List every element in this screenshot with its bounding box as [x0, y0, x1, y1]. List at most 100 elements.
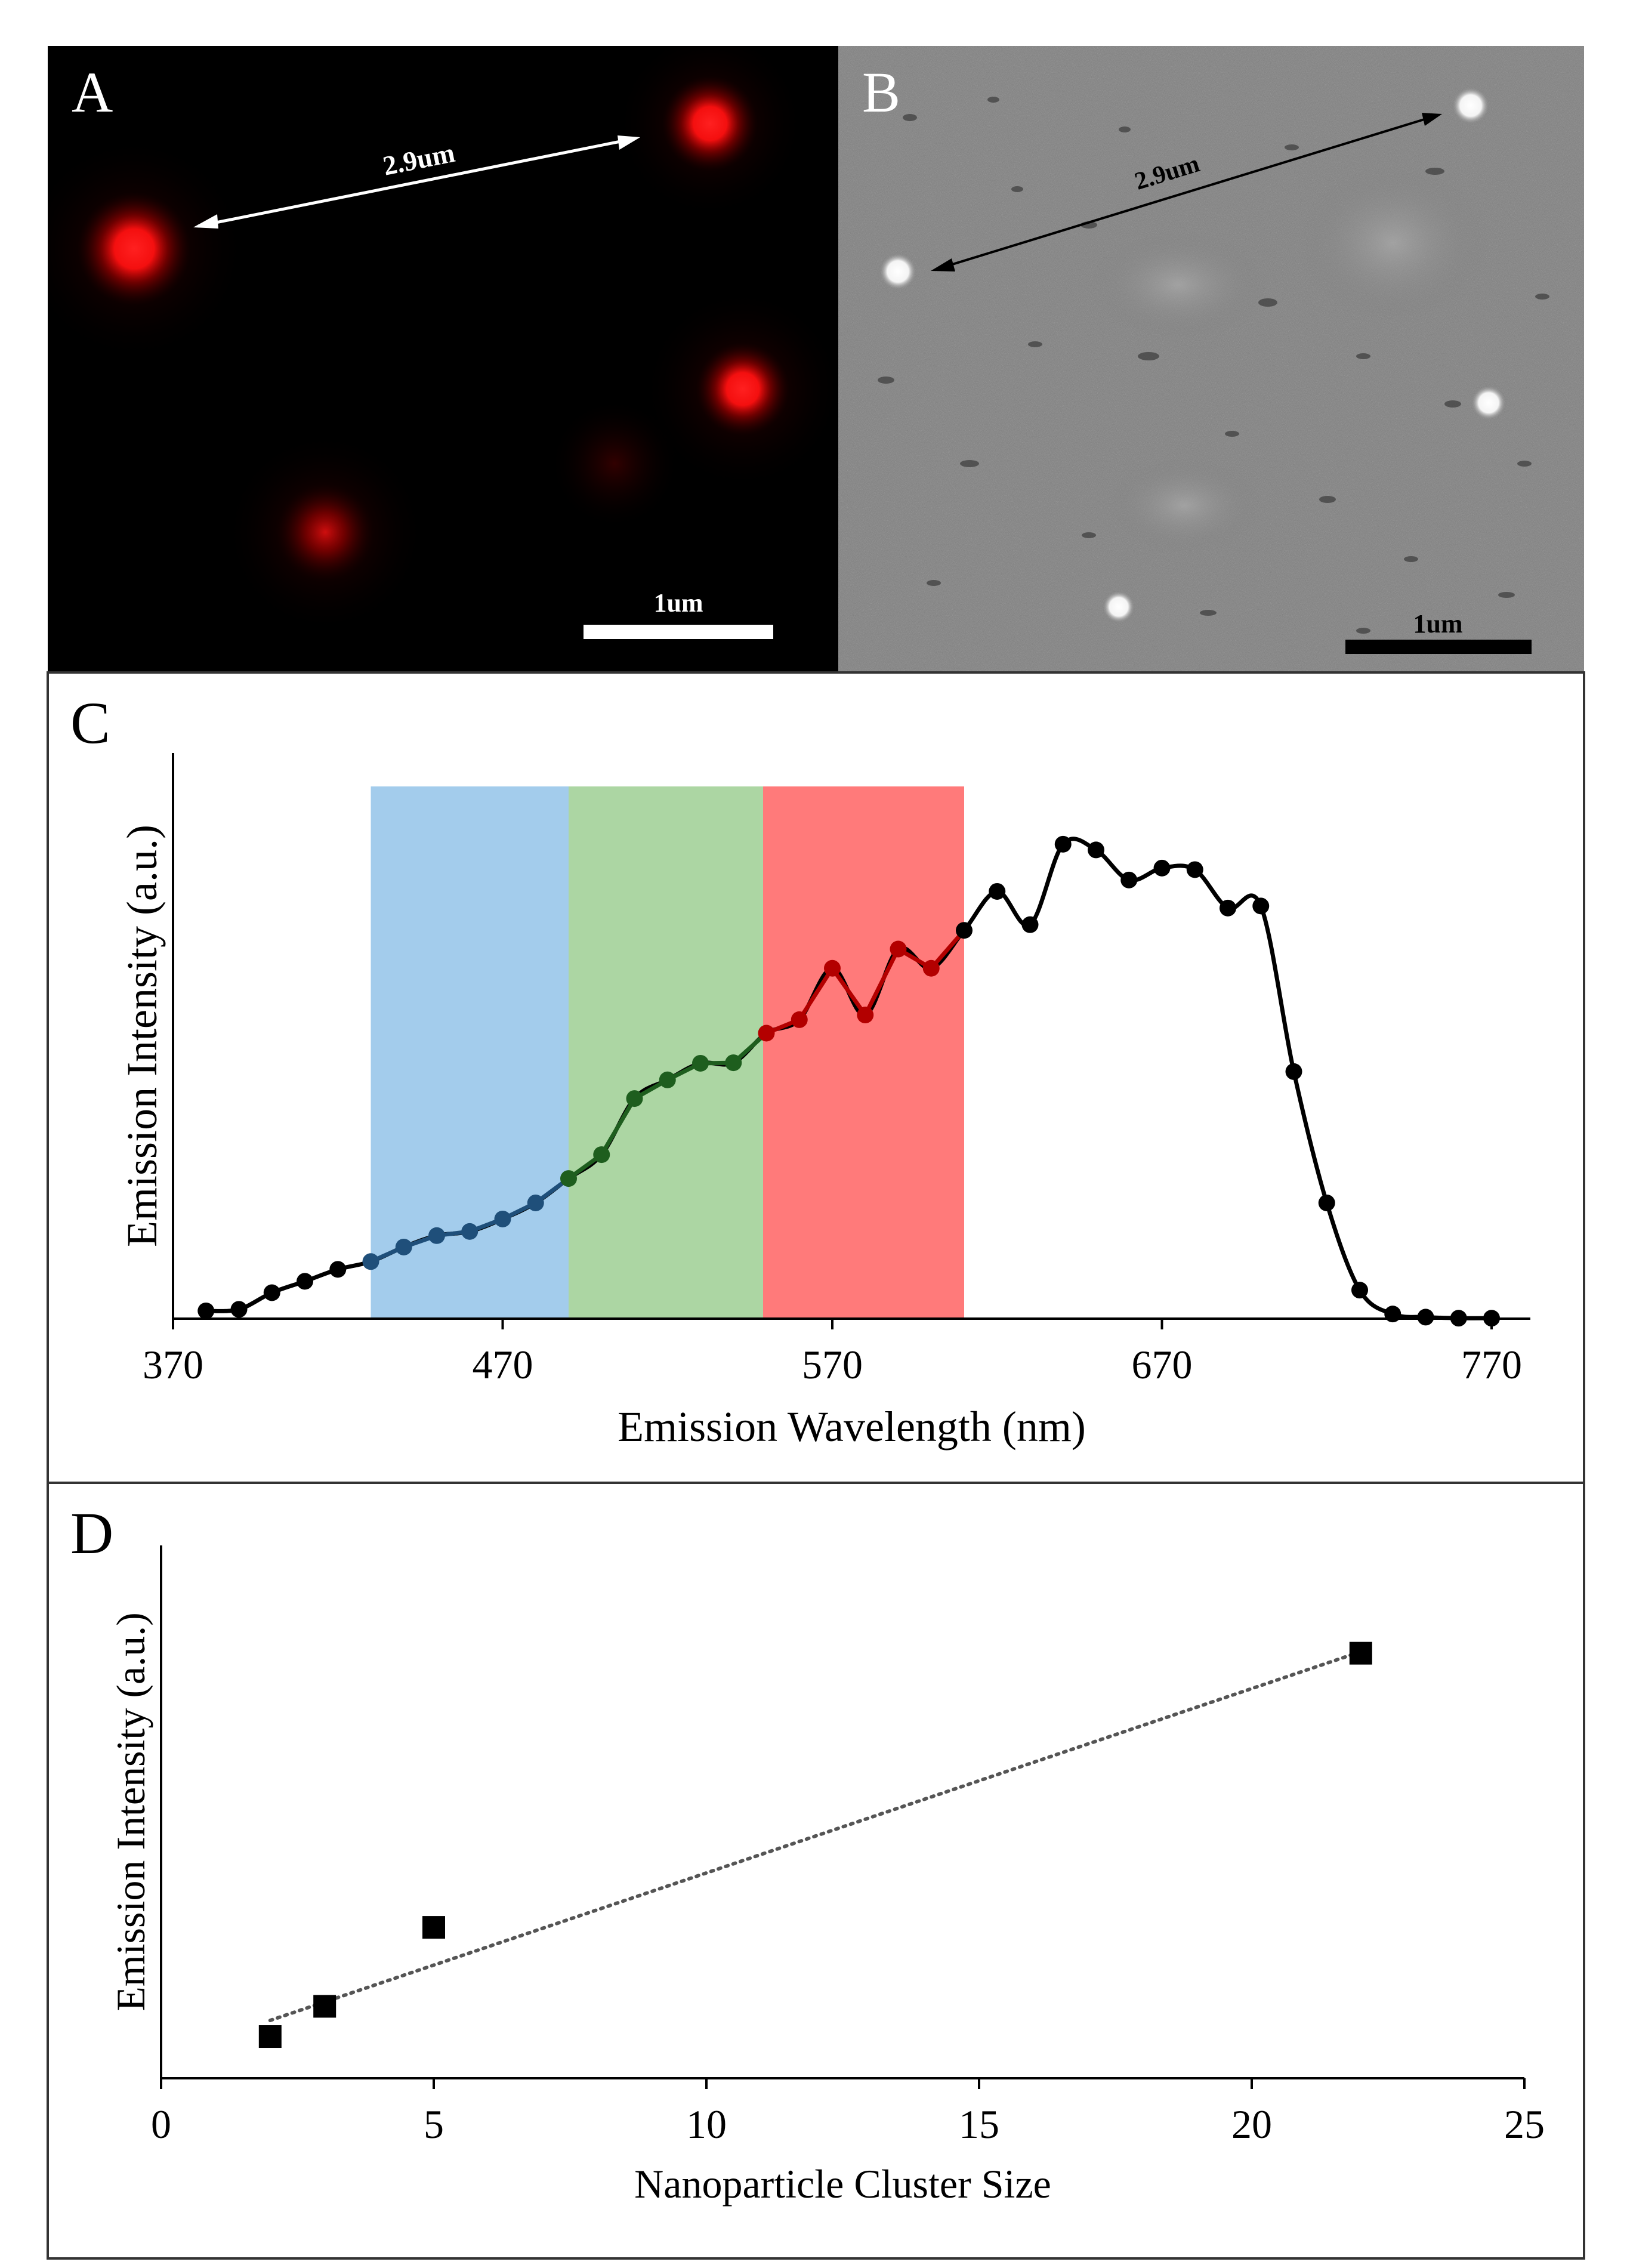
fluorescent-spot: [696, 342, 789, 436]
data-point: [263, 1284, 280, 1301]
data-point: [1349, 1641, 1372, 1665]
series-segment: [930, 928, 966, 970]
data-point: [395, 1238, 412, 1255]
data-point: [1088, 841, 1104, 859]
nanoparticle: [1472, 386, 1505, 419]
fluorescent-haze: [549, 398, 680, 529]
data-point: [1351, 1282, 1368, 1299]
data-point: [989, 882, 1006, 900]
scale-label-b: 1um: [1413, 609, 1462, 638]
data-point: [1186, 861, 1203, 878]
scale-label-a: 1um: [653, 588, 703, 618]
arrowhead-right: [618, 135, 640, 150]
data-point: [1450, 1310, 1467, 1327]
x-tick-label: 5: [424, 2102, 444, 2147]
surface-patch: [1089, 231, 1268, 338]
y-axis-title: Emission Intensity (a.u.): [118, 825, 166, 1247]
nanoparticle: [1453, 88, 1489, 124]
x-axis-title: Nanoparticle Cluster Size: [634, 2161, 1051, 2207]
scale-bar-a: [584, 625, 773, 639]
arrowhead-left: [931, 258, 955, 271]
data-point: [461, 1223, 478, 1240]
data-point: [1384, 1306, 1401, 1323]
y-axis-title: Emission Intensity (a.u.): [108, 1612, 153, 2011]
fluorescent-spot: [78, 192, 191, 306]
data-point: [422, 1916, 445, 1939]
fluorescent-spot: [662, 76, 758, 171]
series-segment: [831, 967, 868, 1017]
nanoparticle: [880, 254, 916, 289]
nanoparticle: [1103, 591, 1134, 622]
surface-patch: [1298, 165, 1489, 320]
x-tick-label: 25: [1504, 2102, 1545, 2147]
cluster-size-chart: 0 5 10 15 20 25 Nanoparticle Cluster Size Emiss…: [108, 1545, 1545, 2207]
distance-arrow: [197, 137, 636, 228]
data-point: [297, 1273, 313, 1290]
data-point: [1054, 835, 1072, 853]
surface-patch: [1107, 458, 1262, 553]
data-point: [1220, 899, 1236, 917]
data-point: [890, 940, 907, 958]
data-point: [593, 1146, 610, 1164]
dark-pits: [878, 97, 1549, 634]
data-point: [758, 1025, 775, 1042]
x-tick-label: 570: [802, 1342, 863, 1387]
band-red: [762, 786, 964, 1319]
series-segment: [797, 967, 834, 1021]
panel-d-frame: [47, 1482, 1585, 2260]
data-point: [560, 1170, 577, 1187]
arrowhead-left: [193, 214, 218, 229]
data-point: [956, 922, 973, 939]
panel-b-microscopy-image: 2.9um 1um B: [838, 46, 1584, 672]
series-segment: [600, 1097, 637, 1156]
data-point: [725, 1054, 742, 1072]
data-point: [922, 959, 940, 977]
data-point: [659, 1071, 676, 1088]
panel-letter-a: A: [72, 60, 113, 124]
data-point: [1153, 859, 1171, 877]
trendline: [268, 1650, 1363, 2023]
data-point: [313, 1995, 337, 2018]
x-tick-label: 670: [1132, 1342, 1193, 1387]
data-point: [824, 959, 841, 977]
x-tick-label: 770: [1461, 1342, 1522, 1387]
data-point: [1483, 1310, 1500, 1327]
x-tick-label: 15: [959, 2102, 999, 2147]
data-point: [230, 1301, 248, 1318]
data-point: [329, 1261, 347, 1278]
scale-bar-b: [1345, 640, 1532, 654]
data-point: [527, 1194, 544, 1211]
panel-a-fluorescence-image: 2.9um 1um A: [48, 46, 838, 672]
panel-letter-b: B: [862, 60, 900, 124]
panel-letter-d: D: [70, 1500, 113, 1566]
data-point: [692, 1054, 709, 1072]
emission-spectrum-chart: 370 470 570 670 770 Emission Wavelength (nm) E…: [118, 753, 1530, 1451]
series-segment: [863, 948, 900, 1016]
x-tick-label: 470: [473, 1342, 533, 1387]
data-point: [362, 1253, 379, 1270]
data-point: [1417, 1309, 1434, 1326]
x-tick-label: 0: [151, 2102, 171, 2147]
band-green: [569, 786, 763, 1319]
fluorescent-spot: [276, 483, 374, 581]
data-point: [1021, 916, 1039, 933]
data-point: [494, 1210, 511, 1227]
data-point: [197, 1302, 215, 1319]
x-tick-label: 20: [1231, 2102, 1272, 2147]
data-point: [1318, 1194, 1335, 1211]
panel-letter-c: C: [70, 690, 110, 756]
data-point: [258, 2025, 282, 2048]
x-tick-label: 370: [143, 1342, 203, 1387]
data-point: [1120, 871, 1138, 888]
data-point: [428, 1227, 445, 1244]
data-point: [1252, 897, 1270, 915]
data-point: [791, 1011, 808, 1028]
distance-arrow: [934, 114, 1438, 271]
x-tick-label: 10: [686, 2102, 727, 2147]
arrowhead-right: [1422, 113, 1442, 126]
data-point: [626, 1090, 643, 1107]
data-point: [1285, 1063, 1302, 1080]
data-point: [857, 1007, 874, 1024]
x-axis-title: Emission Wavelength (nm): [618, 1403, 1086, 1451]
